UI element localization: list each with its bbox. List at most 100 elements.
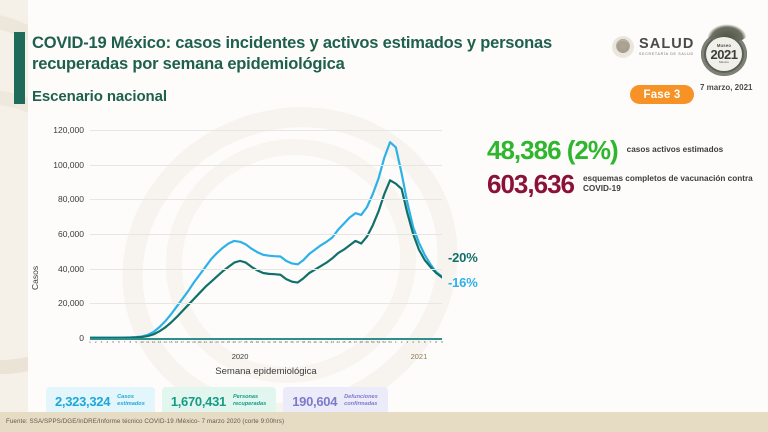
chart-x-tick: 51 (376, 340, 381, 344)
chart-x-tick: 9 (135, 340, 138, 344)
chart-x-tick: 38 (301, 340, 306, 344)
chart-x-tick: 53 (388, 340, 392, 344)
chart-y-tick-label: 20,000 (58, 298, 84, 309)
annotation-casos-change: -20% (448, 250, 478, 265)
chart-x-tick: 40 (313, 340, 317, 344)
chart-x-tick: 47 (353, 340, 358, 344)
chart-year-group-label: 2020 (231, 352, 249, 361)
summary-card-deaths-value: 190,604 (292, 393, 338, 409)
chart-x-tick: 11 (146, 340, 150, 344)
footer-source: Fuente: SSA/SPPS/DGE/InDRE/Informe técni… (6, 418, 285, 425)
chart-x-tick: 7 (429, 340, 432, 344)
title-accent-bar (14, 32, 25, 104)
chart-x-tick: 1 (89, 340, 91, 344)
highlight-active-cases-value: 48,386 (2%) (487, 135, 619, 165)
summary-card-recovered-value: 1,670,431 (170, 393, 226, 409)
chart-x-tick: 25 (226, 340, 231, 344)
chart-series-line (90, 180, 442, 338)
chart-y-tick-label: 80,000 (58, 194, 84, 205)
chart-x-tick: 7 (123, 340, 126, 344)
chart-x-tick: 8 (129, 340, 132, 344)
chart-y-axis-label: Casos (30, 265, 40, 290)
chart-x-tick: 2 (94, 340, 97, 344)
chart-y-tick-label: 60,000 (58, 229, 84, 239)
chart-y-tick-label: 40,000 (58, 263, 84, 274)
summary-card-estimated-cases-label: Casos estimados (117, 393, 145, 407)
chart-x-tick: 44 (336, 340, 340, 344)
summary-card-deaths: 190,604 Defunciones confirmadas (283, 387, 388, 415)
chart-x-tick: 17 (180, 340, 185, 344)
chart-y-tick-label: 120,000 (53, 125, 84, 135)
chart-x-tick: 34 (278, 340, 283, 344)
highlight-active-cases-label: casos activos estimados (626, 144, 724, 154)
chart-x-tick: 8 (435, 340, 438, 344)
chart-x-tick: 24 (220, 340, 225, 344)
highlight-vaccination-label: esquemas completos de vacunación contra … (582, 173, 753, 194)
report-date: 7 marzo, 2021 (700, 83, 753, 92)
highlight-vaccination: 603,636 esquemas completos de vacunación… (487, 171, 762, 197)
status-badge-phase: Fase 3 (630, 85, 694, 104)
chart-x-tick: 16 (174, 340, 179, 344)
chart-x-tick: 36 (290, 340, 294, 344)
chart-x-tick: 48 (359, 340, 363, 344)
chart-x-tick: 49 (365, 340, 369, 344)
summary-card-estimated-cases-value: 2,323,324 (55, 393, 111, 409)
chart-x-tick: 5 (418, 340, 420, 344)
chart-x-tick: 13 (157, 340, 161, 344)
chart-gridline (90, 234, 442, 235)
chart-x-tick: 42 (324, 340, 329, 344)
salud-logo-text: SALUD (639, 35, 695, 52)
chart-x-tick: 5 (112, 340, 114, 344)
summary-card-recovered: 1,670,431 Personas recuperadas (161, 387, 277, 415)
chart-x-tick: 4 (106, 340, 109, 344)
mexico-eagle-icon (612, 36, 634, 58)
annotation-recuperadas-change: -16% (448, 275, 478, 290)
chart-x-tick: 6 (117, 340, 120, 344)
highlight-stats: 48,386 (2%) casos activos estimados 603,… (487, 137, 762, 205)
chart-x-tick: 30 (255, 340, 260, 344)
chart-series-line (90, 142, 442, 338)
chart-gridline (90, 199, 442, 201)
chart-plot-area: 0 20,000 40,000 60,000 80,000 100,000 120,000 (53, 125, 442, 343)
chart-y-tick-label: 0 (79, 333, 84, 343)
salud-logo-subtext: SECRETARÍA DE SALUD (639, 52, 694, 57)
chart-x-tick: 28 (244, 340, 248, 344)
chart-gridline (90, 130, 442, 131)
page-subtitle: Escenario nacional (32, 88, 167, 105)
chart-x-tick: 32 (267, 340, 271, 344)
chart-x-tick: 41 (319, 340, 323, 344)
chart-gridline (90, 164, 442, 166)
chart-x-tick: 18 (186, 340, 190, 344)
chart-x-tick: 6 (423, 340, 426, 344)
chart-x-tick: 45 (342, 340, 346, 344)
chart-x-tick: 27 (238, 340, 242, 344)
chart-x-axis-label: Semana epidemiológica (215, 366, 317, 377)
chart-y-tick-label: 100,000 (53, 159, 84, 170)
chart-x-tick: 12 (151, 340, 156, 344)
chart-x-tick: 2 (400, 340, 403, 344)
chart-x-tick: 33 (272, 340, 277, 344)
chart-x-tick: 3 (100, 340, 103, 344)
epidemic-curve-chart: Casos 0 20,000 40,000 60,000 80,000 100,000 12… (28, 122, 458, 377)
summary-cards: 2,323,324 Casos estimados 1,670,431 Perso… (46, 387, 388, 415)
highlight-vaccination-value: 603,636 (487, 169, 575, 199)
chart-gridline (90, 303, 442, 305)
chart-x-tick: 22 (209, 340, 213, 344)
chart-x-tick: 19 (192, 340, 196, 344)
chart-x-tick: 9 (441, 340, 443, 344)
chart-x-tick: 3 (406, 340, 409, 344)
highlight-active-cases: 48,386 (2%) casos activos estimados (487, 137, 762, 163)
chart-x-tick: 15 (169, 340, 173, 344)
chart-x-tick: 52 (382, 340, 387, 344)
salud-logo: SALUD SECRETARÍA DE SALUD (612, 36, 694, 58)
chart-x-tick: 39 (307, 340, 311, 344)
chart-x-tick: 10 (140, 340, 144, 344)
chart-x-tick: 50 (371, 340, 375, 344)
chart-x-tick: 43 (330, 340, 335, 344)
page-title: COVID-19 México: casos incidentes y acti… (32, 34, 552, 74)
chart-x-tick-labels: 1 2 3 4 5 6 7 8 9 10 11 12 13 14 15 16 17 18 19 20 21 22 23 24 2… (89, 340, 443, 351)
footer-band (0, 412, 768, 432)
chart-x-tick: 21 (203, 340, 208, 344)
chart-x-tick: 1 (394, 340, 397, 344)
chart-lines (90, 130, 442, 338)
